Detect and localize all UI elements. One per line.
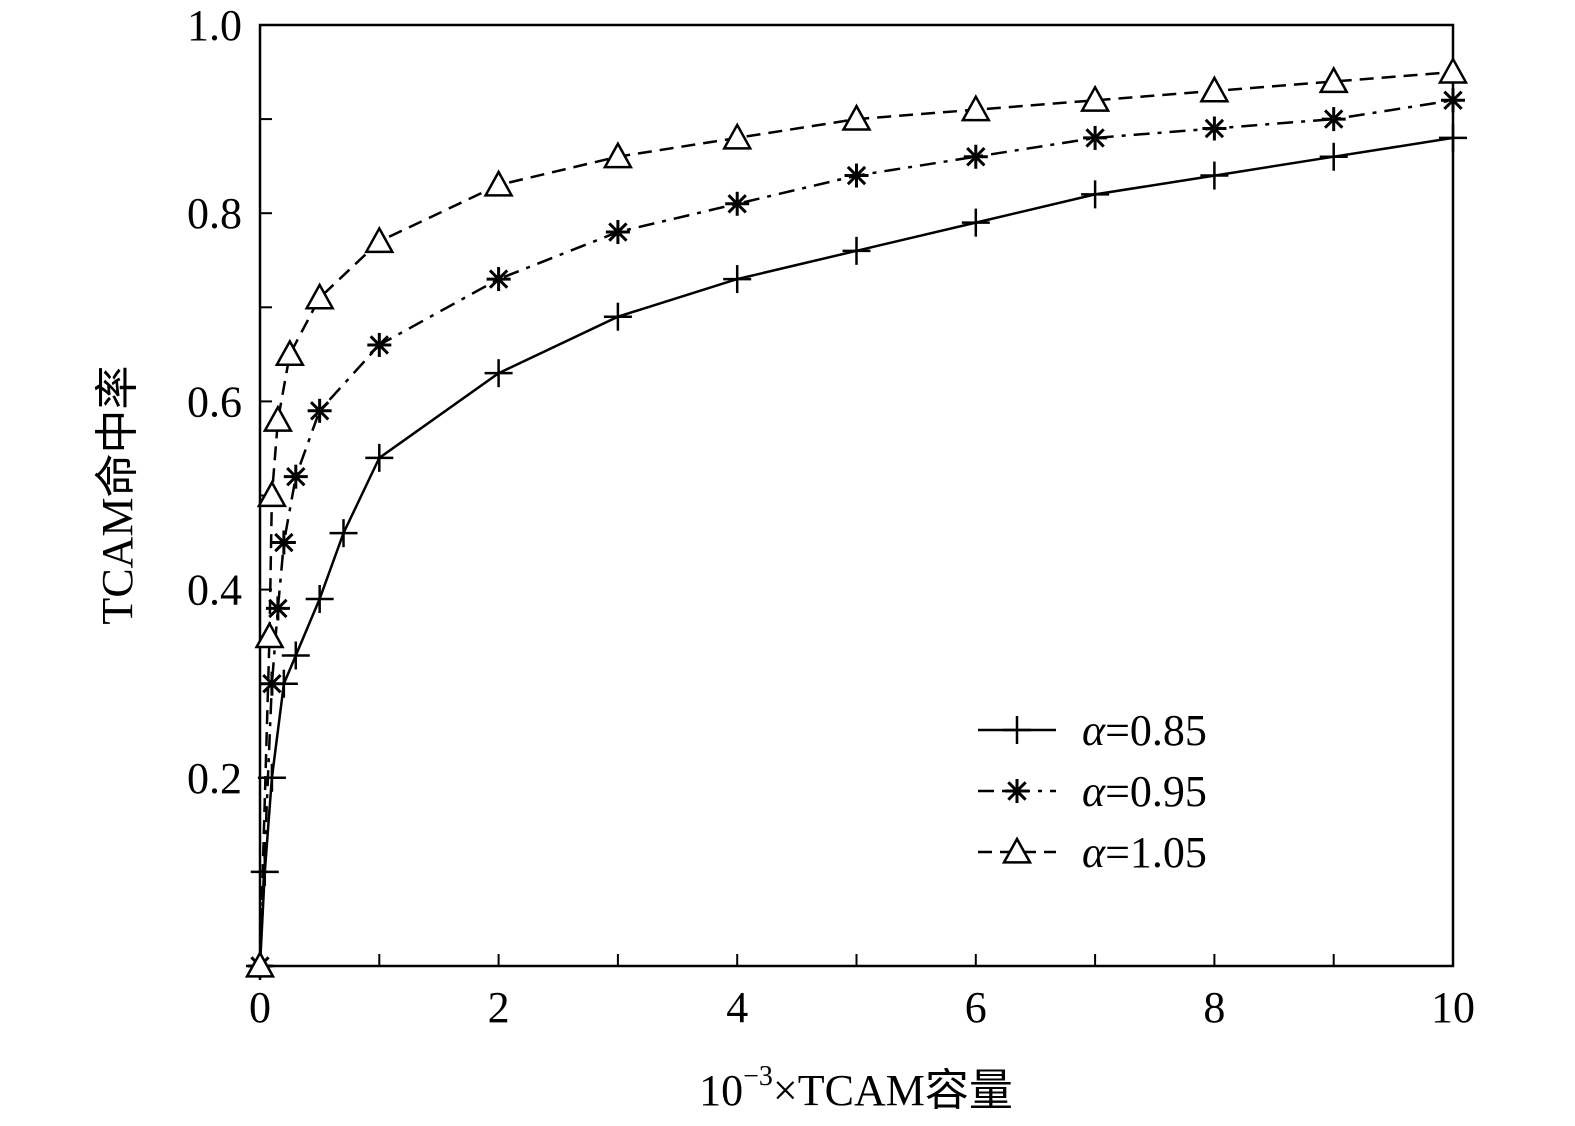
x-tick-label: 10	[1431, 983, 1475, 1032]
asterisk-marker	[963, 144, 988, 169]
asterisk-marker	[605, 220, 630, 245]
triangle-marker	[602, 141, 634, 169]
plus-marker	[484, 359, 513, 388]
plus-marker	[257, 763, 286, 792]
plus-marker	[281, 641, 310, 670]
legend-entry-alpha-095: α=0.95	[978, 767, 1207, 816]
triangle-marker	[256, 479, 288, 508]
asterisk-marker	[307, 398, 332, 423]
plus-marker	[603, 302, 632, 331]
plus-marker	[365, 443, 394, 472]
legend-plus-marker	[1003, 716, 1031, 744]
plus-marker	[305, 585, 334, 614]
plus-marker	[1003, 716, 1031, 744]
x-tick-label: 6	[965, 983, 987, 1032]
x-axis-title: 10−3×TCAM容量	[699, 1061, 1013, 1115]
triangle-marker	[1199, 75, 1230, 103]
triangle-marker	[1001, 836, 1033, 864]
asterisk-marker	[283, 464, 308, 489]
legend-label-alpha-105: α=1.05	[1082, 828, 1207, 877]
axis-tick-labels: 0 2 4 6 8 10 0.2 0.4 0.6 0.8 1.0	[187, 1, 1475, 1032]
plus-marker	[961, 208, 990, 237]
legend-label-alpha-095: α=0.95	[1082, 767, 1207, 816]
series-layer	[244, 56, 1469, 980]
triangle-marker	[960, 94, 991, 122]
plus-marker	[1081, 180, 1110, 209]
triangle-marker	[254, 621, 285, 649]
legend: α=0.85 α=0.95 α=1.05	[978, 706, 1207, 877]
y-tick-label: 0.2	[187, 754, 242, 803]
triangle-marker	[244, 950, 276, 978]
y-tick-label: 0.4	[187, 566, 242, 615]
plus-marker	[1439, 123, 1467, 152]
triangle-marker	[304, 282, 335, 310]
asterisk-marker	[1321, 107, 1346, 132]
legend-label-alpha-085: α=0.85	[1082, 706, 1207, 755]
x-tick-label: 4	[726, 983, 748, 1032]
y-axis-title: TCAM命中率	[93, 365, 142, 624]
triangle-marker	[1079, 84, 1111, 112]
legend-asterisk-marker	[1005, 779, 1029, 803]
legend-entry-alpha-085: α=0.85	[978, 706, 1207, 755]
triangle-marker	[483, 169, 514, 197]
asterisk-marker	[1005, 779, 1029, 803]
triangle-marker	[841, 103, 872, 131]
series-3	[244, 56, 1469, 978]
asterisk-marker	[1083, 125, 1108, 150]
y-tick-label: 0.6	[187, 377, 242, 426]
asterisk-marker	[725, 191, 750, 216]
asterisk-marker	[1202, 116, 1227, 141]
x-tick-label: 8	[1203, 983, 1225, 1032]
plus-marker	[1200, 161, 1229, 190]
triangle-marker	[1437, 56, 1469, 84]
plus-marker	[842, 236, 871, 265]
asterisk-marker	[486, 267, 511, 292]
plus-marker	[329, 519, 358, 548]
triangle-marker	[274, 338, 305, 366]
plus-marker	[723, 265, 752, 294]
asterisk-marker	[367, 332, 392, 357]
series-line	[258, 70, 1454, 967]
x-tick-label: 2	[488, 983, 510, 1032]
plus-marker	[1319, 142, 1348, 171]
legend-triangle-marker	[1001, 836, 1033, 864]
asterisk-marker	[844, 163, 869, 188]
asterisk-marker	[259, 671, 284, 696]
y-tick-label: 1.0	[187, 1, 242, 50]
triangle-marker	[722, 122, 753, 150]
x-tick-label: 0	[249, 983, 271, 1032]
asterisk-marker	[1441, 88, 1465, 113]
asterisk-marker	[271, 530, 296, 555]
legend-entry-alpha-105: α=1.05	[978, 828, 1207, 877]
triangle-marker	[262, 404, 294, 432]
triangle-marker	[1318, 65, 1349, 94]
triangle-marker	[364, 225, 395, 254]
y-tick-label: 0.8	[187, 189, 242, 238]
